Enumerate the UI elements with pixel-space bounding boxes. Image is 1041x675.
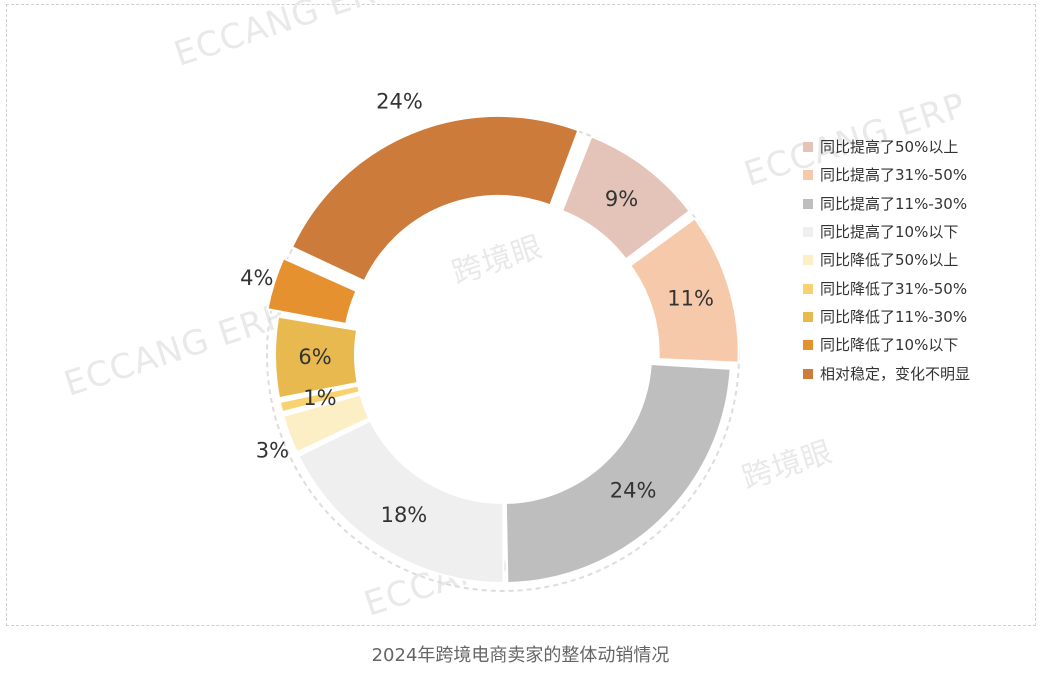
legend-item: 同比提高了10%以下 [803, 218, 970, 246]
legend-swatch [803, 255, 813, 266]
legend-swatch [803, 311, 813, 322]
chart-title: 2024年跨境电商卖家的整体动销情况 [371, 645, 670, 666]
legend-label: 同比降低了11%-30% [820, 307, 968, 326]
slice-value-label: 1% [303, 386, 336, 410]
donut-slice [274, 315, 359, 400]
donut-slice [297, 419, 505, 585]
legend-item: 同比降低了11%-30% [803, 303, 970, 331]
legend-item: 同比降低了50%以上 [803, 246, 970, 274]
donut-slice [628, 216, 740, 364]
legend-item: 同比提高了11%-30% [803, 190, 970, 218]
slice-value-label: 9% [605, 187, 638, 211]
legend-item: 同比提高了50%以上 [803, 133, 970, 161]
legend-item: 相对稳定，变化不明显 [803, 359, 970, 387]
legend-label: 同比降低了10%以下 [820, 336, 959, 355]
legend-swatch [803, 340, 813, 351]
donut-slice [278, 384, 361, 414]
legend-label: 同比降低了50%以上 [820, 251, 959, 270]
legend-swatch [803, 198, 813, 209]
legend-label: 同比提高了50%以上 [820, 138, 959, 157]
legend-label: 同比降低了31%-50% [820, 279, 968, 298]
legend-item: 同比提高了31%-50% [803, 161, 970, 189]
slice-value-label: 24% [376, 89, 423, 113]
slice-value-label: 11% [667, 286, 714, 310]
slice-value-label: 3% [256, 439, 289, 463]
slice-value-label: 18% [381, 503, 428, 527]
legend-item: 同比降低了10%以下 [803, 331, 970, 359]
chart-frame [6, 4, 1036, 626]
legend-swatch [803, 368, 813, 379]
donut-slice [290, 114, 580, 283]
donut-slice [266, 256, 358, 326]
slice-value-label: 24% [610, 479, 657, 503]
legend-swatch [803, 170, 813, 181]
legend-label: 相对稳定，变化不明显 [820, 364, 971, 383]
donut-slice [560, 135, 692, 261]
donut-slice [282, 393, 371, 454]
chart-legend: 同比提高了50%以上 同比提高了31%-50% 同比提高了11%-30% 同比提高了1… [803, 133, 970, 388]
legend-label: 同比提高了11%-30% [820, 194, 968, 213]
legend-item: 同比降低了31%-50% [803, 274, 970, 302]
legend-label: 同比提高了31%-50% [820, 166, 968, 185]
slice-value-label: 6% [298, 345, 331, 369]
legend-swatch [803, 283, 813, 294]
slice-value-label: 4% [240, 266, 273, 290]
donut-slice [504, 362, 732, 584]
legend-swatch [803, 227, 813, 238]
legend-label: 同比提高了10%以下 [820, 223, 959, 242]
legend-swatch [803, 142, 813, 153]
